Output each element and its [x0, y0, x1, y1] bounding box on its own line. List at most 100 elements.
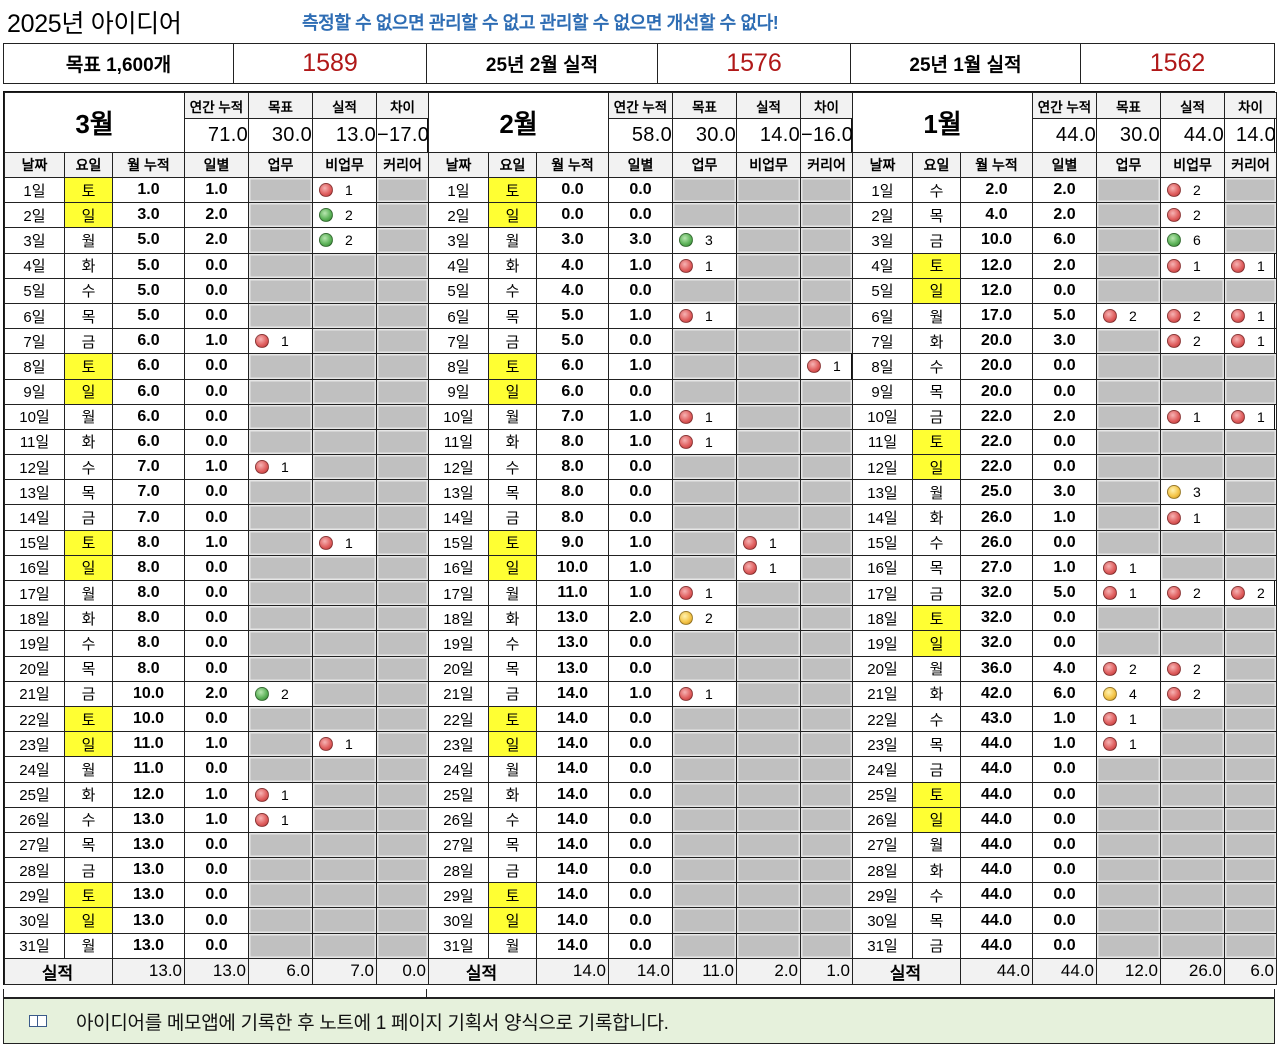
date-cell[interactable]: 24일	[428, 756, 489, 783]
month-cumulative-cell[interactable]: 44.0	[959, 781, 1034, 808]
work-empty-cell[interactable]	[1096, 176, 1162, 204]
month-cumulative-cell[interactable]: 43.0	[959, 705, 1034, 733]
date-cell[interactable]: 8일	[852, 353, 913, 380]
date-cell[interactable]: 27일	[4, 831, 65, 859]
date-cell[interactable]: 3일	[852, 227, 913, 254]
nonwork-empty-cell[interactable]	[312, 680, 378, 707]
daily-count-cell[interactable]: 1.0	[184, 176, 250, 204]
nonwork-empty-cell[interactable]	[736, 202, 802, 229]
date-cell[interactable]: 21일	[428, 680, 489, 707]
nonwork-empty-cell[interactable]	[312, 831, 378, 859]
date-cell[interactable]: 10일	[428, 403, 489, 430]
date-cell[interactable]: 6일	[428, 302, 489, 330]
daily-count-cell[interactable]: 2.0	[1032, 252, 1098, 279]
daily-count-cell[interactable]: 5.0	[1032, 302, 1098, 330]
month-cumulative-cell[interactable]: 10.0	[959, 227, 1034, 254]
work-empty-cell[interactable]	[672, 756, 738, 783]
daily-count-cell[interactable]: 0.0	[608, 781, 674, 808]
weekday-cell[interactable]: 수	[488, 806, 537, 833]
work-cell[interactable]: 2	[248, 680, 314, 707]
career-empty-cell[interactable]	[1224, 277, 1278, 304]
nonwork-cell[interactable]: 2	[1160, 579, 1226, 607]
career-empty-cell[interactable]	[1224, 227, 1278, 254]
date-cell[interactable]: 26일	[428, 806, 489, 833]
weekday-cell[interactable]: 토	[488, 882, 537, 909]
weekday-cell[interactable]: 금	[64, 680, 113, 707]
daily-count-cell[interactable]: 2.0	[184, 680, 250, 707]
month-cumulative-cell[interactable]: 8.0	[111, 630, 186, 657]
career-empty-cell[interactable]	[800, 504, 854, 531]
daily-count-cell[interactable]: 0.0	[184, 705, 250, 733]
career-empty-cell[interactable]	[800, 252, 854, 279]
month-cumulative-cell[interactable]: 14.0	[535, 731, 610, 758]
nonwork-empty-cell[interactable]	[736, 403, 802, 430]
nonwork-empty-cell[interactable]	[736, 378, 802, 405]
weekday-cell[interactable]: 화	[488, 428, 537, 456]
work-empty-cell[interactable]	[672, 504, 738, 531]
month-cumulative-cell[interactable]: 3.0	[111, 202, 186, 229]
date-cell[interactable]: 1일	[4, 176, 65, 204]
daily-count-cell[interactable]: 1.0	[608, 428, 674, 456]
daily-count-cell[interactable]: 1.0	[184, 454, 250, 481]
daily-count-cell[interactable]: 1.0	[608, 579, 674, 607]
career-empty-cell[interactable]	[800, 428, 854, 456]
nonwork-empty-cell[interactable]	[736, 806, 802, 833]
daily-count-cell[interactable]: 0.0	[608, 504, 674, 531]
month-cumulative-cell[interactable]: 32.0	[959, 605, 1034, 632]
month-cumulative-cell[interactable]: 14.0	[535, 705, 610, 733]
work-empty-cell[interactable]	[672, 353, 738, 380]
daily-count-cell[interactable]: 0.0	[1032, 806, 1098, 833]
nonwork-empty-cell[interactable]	[736, 479, 802, 506]
month-cumulative-cell[interactable]: 7.0	[535, 403, 610, 430]
work-empty-cell[interactable]	[248, 403, 314, 430]
career-empty-cell[interactable]	[1224, 756, 1278, 783]
career-empty-cell[interactable]	[376, 655, 430, 682]
nonwork-empty-cell[interactable]	[736, 328, 802, 355]
date-cell[interactable]: 18일	[4, 605, 65, 632]
nonwork-cell[interactable]: 2	[1160, 680, 1226, 707]
month-cumulative-cell[interactable]: 20.0	[959, 378, 1034, 405]
total-value[interactable]: 6.0	[1224, 957, 1278, 985]
career-empty-cell[interactable]	[800, 731, 854, 758]
daily-count-cell[interactable]: 0.0	[184, 428, 250, 456]
work-empty-cell[interactable]	[672, 479, 738, 506]
nonwork-empty-cell[interactable]	[312, 504, 378, 531]
nonwork-empty-cell[interactable]	[736, 252, 802, 279]
work-empty-cell[interactable]	[672, 277, 738, 304]
daily-count-cell[interactable]: 0.0	[184, 302, 250, 330]
work-empty-cell[interactable]	[672, 378, 738, 405]
weekday-cell[interactable]: 월	[488, 932, 537, 959]
nonwork-empty-cell[interactable]	[736, 831, 802, 859]
daily-count-cell[interactable]: 1.0	[1032, 554, 1098, 582]
daily-count-cell[interactable]: 1.0	[608, 554, 674, 582]
career-empty-cell[interactable]	[376, 831, 430, 859]
career-empty-cell[interactable]	[376, 932, 430, 959]
date-cell[interactable]: 29일	[428, 882, 489, 909]
month-cumulative-cell[interactable]: 44.0	[959, 831, 1034, 859]
total-value[interactable]: 13.0	[184, 957, 250, 985]
daily-count-cell[interactable]: 0.0	[608, 907, 674, 934]
career-empty-cell[interactable]	[1224, 932, 1278, 959]
work-empty-cell[interactable]	[672, 176, 738, 204]
weekday-cell[interactable]: 화	[488, 252, 537, 279]
weekday-cell[interactable]: 토	[488, 176, 537, 204]
nonwork-empty-cell[interactable]	[736, 630, 802, 657]
note-text[interactable]: 아이디어를 메모앱에 기록한 후 노트에 1 페이지 기획서 양식으로 기록합니…	[76, 1012, 669, 1034]
date-cell[interactable]: 1일	[852, 176, 913, 204]
daily-count-cell[interactable]: 0.0	[608, 882, 674, 909]
month-cumulative-cell[interactable]: 11.0	[111, 731, 186, 758]
work-empty-cell[interactable]	[248, 202, 314, 229]
daily-count-cell[interactable]: 2.0	[1032, 202, 1098, 229]
date-cell[interactable]: 6일	[852, 302, 913, 330]
date-cell[interactable]: 3일	[4, 227, 65, 254]
work-cell[interactable]: 2	[1096, 302, 1162, 330]
date-cell[interactable]: 13일	[852, 479, 913, 506]
date-cell[interactable]: 20일	[4, 655, 65, 682]
daily-count-cell[interactable]: 6.0	[1032, 680, 1098, 707]
weekday-cell[interactable]: 목	[912, 907, 961, 934]
month-cumulative-cell[interactable]: 5.0	[535, 328, 610, 355]
month-cumulative-cell[interactable]: 11.0	[535, 579, 610, 607]
daily-count-cell[interactable]: 2.0	[1032, 176, 1098, 204]
date-cell[interactable]: 8일	[4, 353, 65, 380]
career-empty-cell[interactable]	[800, 176, 854, 204]
